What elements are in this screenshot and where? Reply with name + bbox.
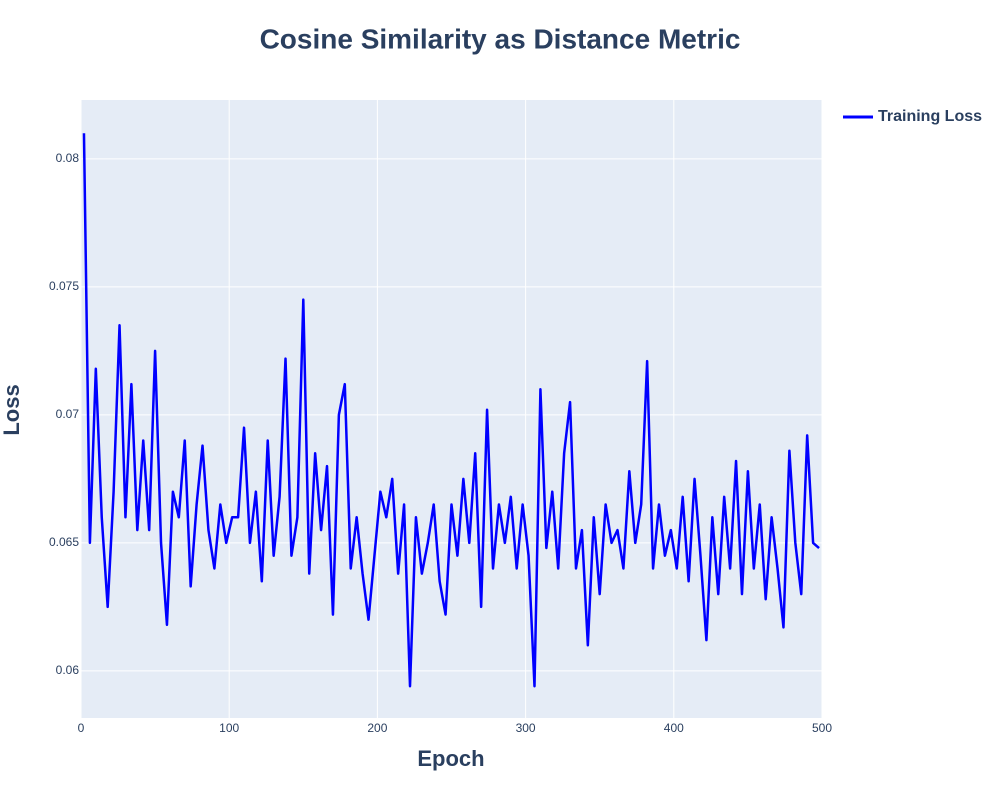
plot-area [81, 100, 822, 718]
legend: Training Loss [843, 108, 982, 125]
x-tick-label: 400 [664, 721, 684, 735]
legend-label: Training Loss [878, 108, 982, 125]
y-axis-title: Loss [0, 384, 24, 435]
x-axis-title: Epoch [417, 746, 484, 771]
y-tick-label: 0.065 [49, 535, 79, 549]
grid [80, 100, 823, 718]
x-tick-label: 0 [78, 721, 85, 735]
series-line [82, 133, 820, 688]
y-tick-label: 0.06 [56, 663, 80, 677]
marks [82, 133, 820, 688]
y-tick-label: 0.075 [49, 279, 79, 293]
x-tick-label: 300 [516, 721, 536, 735]
chart-title: Cosine Similarity as Distance Metric [260, 23, 741, 54]
y-tick-label: 0.08 [56, 151, 80, 165]
x-tick-label: 500 [812, 721, 832, 735]
x-tick-label: 100 [219, 721, 239, 735]
x-tick-label: 200 [367, 721, 387, 735]
y-tick-label: 0.07 [56, 407, 80, 421]
